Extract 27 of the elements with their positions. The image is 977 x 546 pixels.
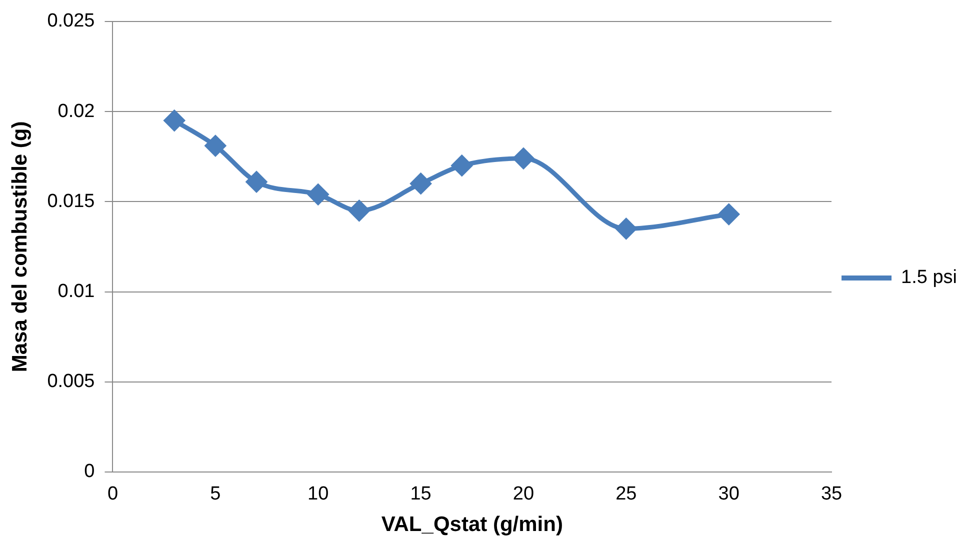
y-axis-title: Masa del combustible (g)	[8, 121, 32, 372]
y-tick-label: 0	[84, 461, 95, 482]
y-tick-label: 0.02	[58, 100, 95, 122]
point	[616, 218, 636, 239]
legend-label: 1.5 psi	[901, 267, 958, 288]
y-tick-label: 0.005	[47, 371, 95, 392]
point	[308, 184, 328, 205]
y-tick-label: 0.01	[58, 280, 95, 302]
y-tick-label: 0.015	[47, 190, 95, 212]
point	[246, 172, 267, 192]
point	[164, 110, 185, 131]
x-tick-label: 10	[308, 484, 329, 505]
x-tick-label: 0	[107, 484, 118, 505]
point	[348, 200, 370, 221]
point	[205, 136, 226, 156]
x-tick-label: 20	[512, 484, 534, 505]
point	[410, 173, 432, 194]
point	[452, 155, 472, 176]
x-axis-title: VAL_Qstat (g/min)	[381, 513, 563, 536]
x-tick-label: 15	[410, 484, 432, 505]
point	[513, 148, 534, 169]
y-tick-label: 0.025	[47, 10, 95, 32]
x-tick-label: 5	[210, 484, 221, 505]
x-tick-label: 30	[718, 484, 740, 505]
x-tick-label: 35	[820, 484, 842, 505]
point	[718, 204, 740, 225]
x-tick-label: 25	[616, 484, 637, 505]
